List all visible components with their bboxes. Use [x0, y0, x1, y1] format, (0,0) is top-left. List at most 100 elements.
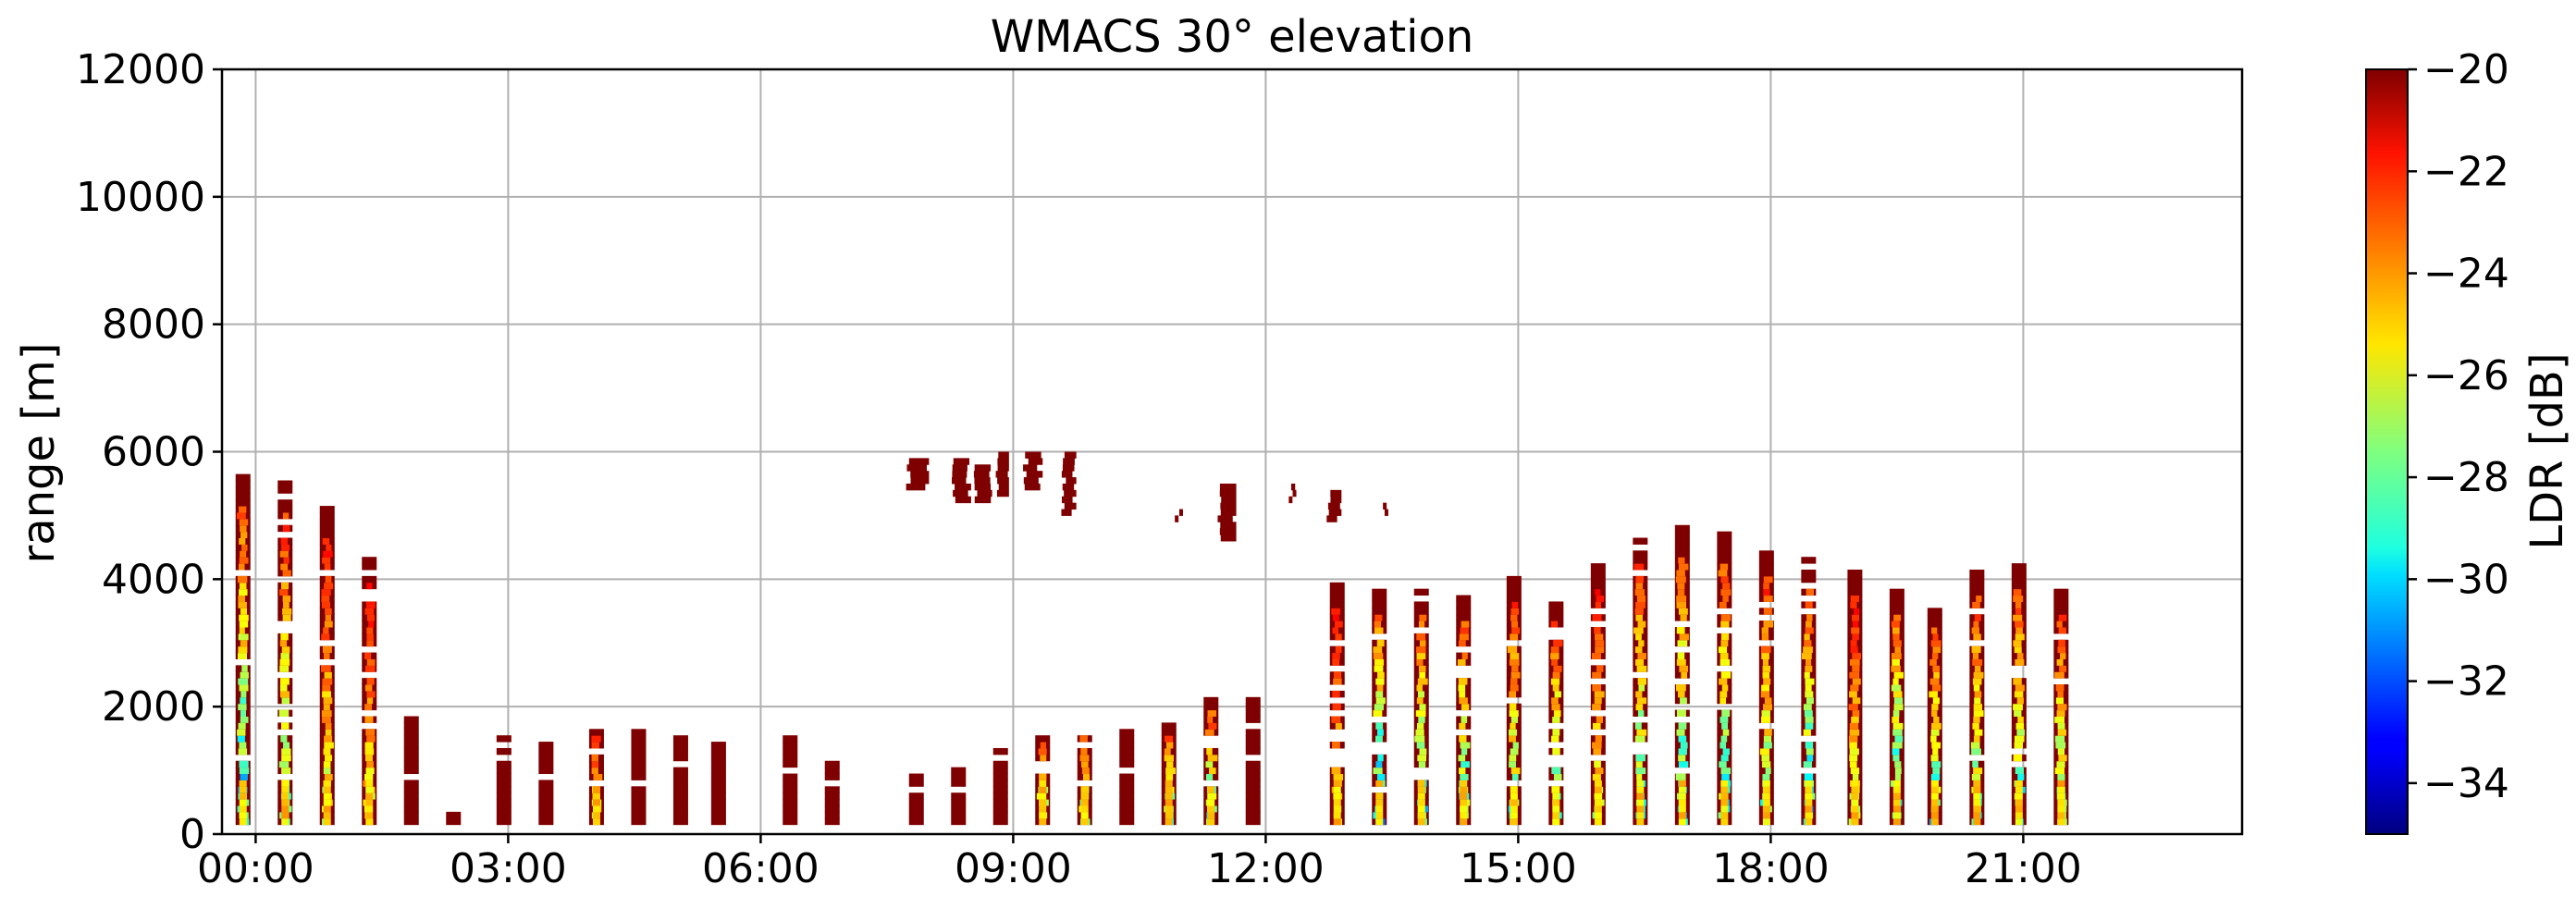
scan-core-cell [1893, 703, 1904, 711]
scan-cell [992, 767, 1008, 775]
upper-layer-cell [952, 471, 968, 478]
scan-core-cell [1596, 716, 1603, 723]
y-tick-label: 10000 [76, 174, 205, 221]
scan-core-cell [1721, 709, 1731, 718]
scan-core-cell [1510, 614, 1518, 621]
scan-core-cell [1973, 684, 1980, 692]
scan-core-cell [1374, 658, 1385, 666]
scan-core-cell [2017, 773, 2025, 780]
scan-cell [1119, 747, 1135, 755]
scan-core-cell [1510, 671, 1521, 679]
scan-base-cell [1892, 805, 1901, 813]
scan-core-cell [1974, 729, 1983, 736]
scan-core-cell [1594, 690, 1605, 698]
scan-core-cell [280, 633, 289, 641]
scan-core-cell [1209, 767, 1216, 775]
scan-cell [319, 518, 335, 526]
scan-core-cell [2014, 709, 2022, 718]
scan-cell [672, 773, 688, 780]
scan-core-cell [1676, 709, 1686, 718]
scan-core-cell [2058, 754, 2067, 762]
scan-base-cell [1460, 811, 1468, 819]
scan-cell [403, 786, 419, 793]
scan-core-cell [1079, 754, 1090, 762]
scan-base-cell [1039, 805, 1047, 813]
scan-base-cell [1165, 817, 1173, 826]
scan-core-cell [2015, 767, 2025, 775]
scan-core-cell [1461, 652, 1468, 659]
scan-base-cell [1636, 786, 1645, 793]
scan-cell [1161, 729, 1177, 736]
scan-cell [1245, 735, 1261, 743]
scan-core-cell [1461, 716, 1468, 723]
scan-core-cell [591, 754, 598, 762]
upper-layer [951, 458, 971, 504]
scan-cell [496, 811, 512, 819]
upper-layer-cell [1178, 509, 1183, 516]
scan-core-cell [1804, 773, 1814, 780]
scan-core-cell [1416, 645, 1426, 654]
scan-core-cell [281, 696, 290, 705]
scan-core-cell [325, 614, 332, 621]
scan-core-cell [1332, 742, 1340, 749]
scan-core-cell [324, 582, 334, 590]
scan-core-cell [1974, 614, 1981, 621]
scan-core-cell [1635, 767, 1646, 775]
scan-cell [1674, 537, 1690, 545]
scan-base-cell [1594, 799, 1602, 806]
upper-layer-cell [1064, 502, 1077, 510]
scan-base-cell [1039, 780, 1047, 787]
scan-cell [1548, 614, 1564, 621]
scan-core-cell [2015, 608, 2022, 615]
scan-core-cell [2015, 601, 2022, 608]
scan-core-cell [1164, 747, 1171, 755]
scan-cell [2053, 601, 2069, 608]
scan-base-cell [2015, 780, 2023, 787]
scan-base-cell [1080, 792, 1089, 800]
scan-core-cell [1335, 722, 1342, 730]
scan-core-cell [1418, 716, 1425, 723]
scan-core-cell [1510, 716, 1519, 723]
scan-cell [403, 742, 419, 749]
scan-core-cell [1803, 645, 1813, 654]
scan-column [1077, 735, 1092, 826]
scan-base-cell [1165, 780, 1173, 787]
scan-core-cell [1375, 696, 1386, 705]
scan-base-cell [365, 811, 374, 819]
upper-layer-cell [1326, 515, 1337, 522]
scan-base-cell [1720, 792, 1729, 800]
scan-core-cell [1676, 595, 1687, 602]
scan-core-cell [1460, 742, 1471, 749]
scan-core-cell [1719, 690, 1728, 698]
scan-base-cell [1805, 792, 1813, 800]
scan-core-cell [1719, 696, 1727, 705]
scan-core-cell [1763, 595, 1773, 602]
scan-core-cell [1806, 696, 1814, 705]
scan-base-cell [239, 792, 247, 800]
scan-core-cell [1595, 735, 1602, 743]
scan-core-cell [1509, 709, 1519, 718]
scan-core-cell [1678, 722, 1687, 730]
scan-core-cell [1722, 747, 1730, 755]
scan-core-cell [1459, 767, 1466, 775]
scan-core-cell [1418, 690, 1425, 698]
scan-core-cell [1676, 569, 1685, 577]
scan-cell [538, 805, 554, 813]
scan-base-cell [1165, 786, 1173, 793]
scan-core-cell [1852, 633, 1859, 641]
scan-core-cell [1849, 690, 1857, 698]
scan-base-cell [1333, 780, 1341, 787]
colorbar [2365, 68, 2409, 835]
scan-core-cell [1039, 773, 1047, 780]
scan-core-cell [1853, 608, 1860, 615]
scan-core-cell [240, 639, 248, 647]
scan-cell [672, 792, 688, 800]
scan-cell [403, 817, 419, 826]
scan-core-cell [1892, 747, 1900, 755]
scan-core-cell [1374, 665, 1384, 672]
x-tick-label: 12:00 [1207, 845, 1325, 892]
scan-base-cell [1552, 805, 1560, 813]
scan-core-cell [1718, 569, 1728, 577]
scan-cell [951, 773, 967, 780]
scan-cell [951, 767, 967, 775]
